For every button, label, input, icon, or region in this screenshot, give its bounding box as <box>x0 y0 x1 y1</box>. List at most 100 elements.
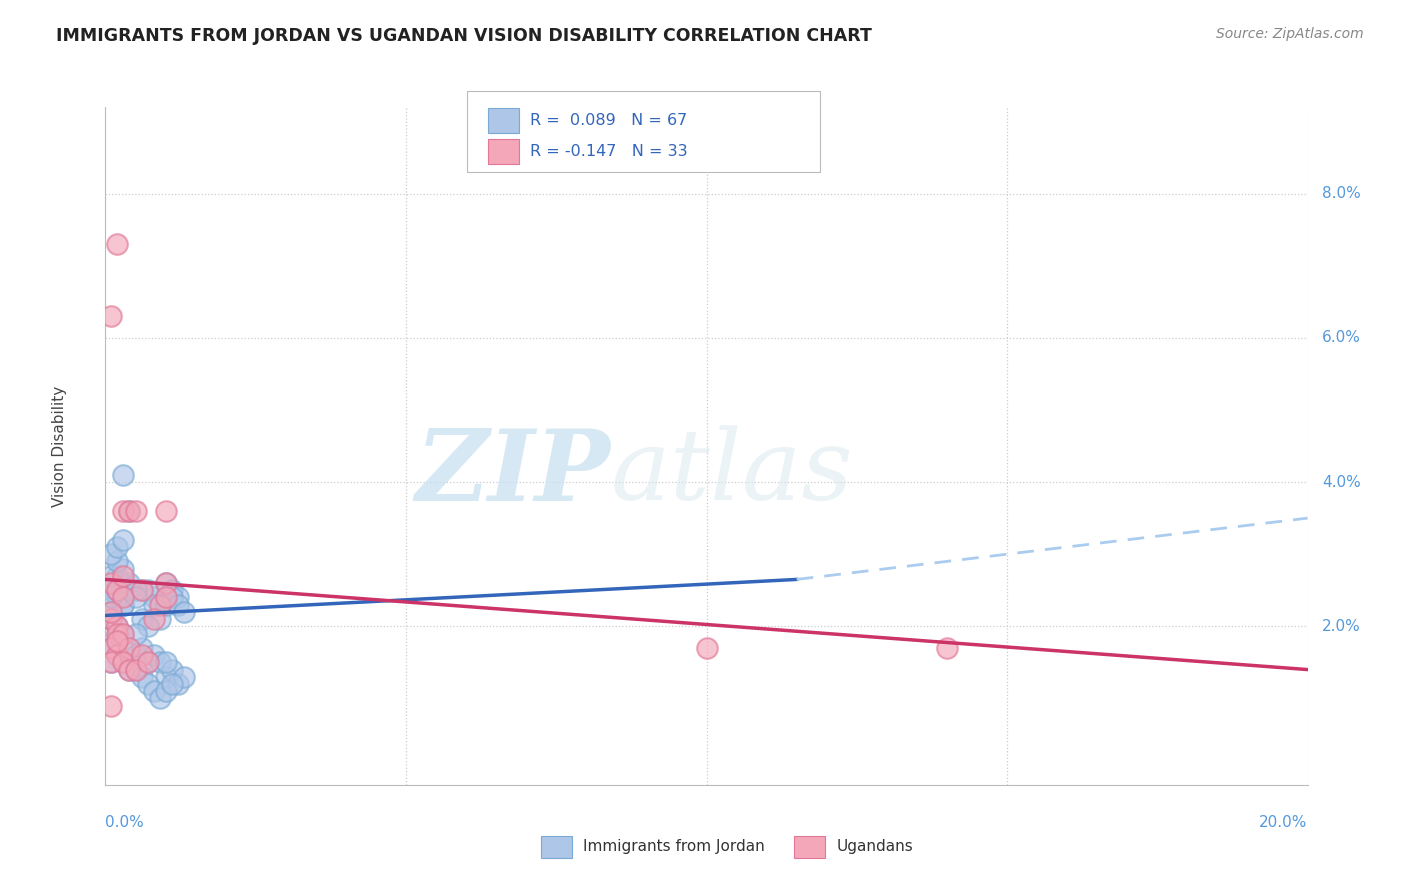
Point <box>118 504 141 518</box>
Point <box>166 598 188 612</box>
Point <box>148 691 170 706</box>
Point <box>107 626 129 640</box>
Point <box>136 656 159 670</box>
Text: Source: ZipAtlas.com: Source: ZipAtlas.com <box>1216 27 1364 41</box>
Point <box>131 612 153 626</box>
Text: atlas: atlas <box>610 425 853 521</box>
Text: 2.0%: 2.0% <box>1322 619 1361 634</box>
Text: Ugandans: Ugandans <box>837 839 914 855</box>
Text: Vision Disability: Vision Disability <box>52 385 67 507</box>
Point <box>112 569 135 583</box>
Point <box>100 656 122 670</box>
Point <box>142 684 165 698</box>
Point <box>100 605 122 619</box>
Point <box>155 576 177 591</box>
Point <box>112 598 135 612</box>
Point <box>100 612 122 626</box>
Point <box>148 656 170 670</box>
Point <box>112 656 135 670</box>
Text: 4.0%: 4.0% <box>1322 475 1361 490</box>
Point <box>107 583 129 598</box>
Point <box>155 684 177 698</box>
Point <box>118 576 141 591</box>
Point <box>136 656 159 670</box>
Point <box>112 576 135 591</box>
Point <box>107 569 129 583</box>
Point <box>100 569 122 583</box>
Point <box>112 533 135 547</box>
Point <box>155 591 177 605</box>
Point <box>100 605 122 619</box>
Point <box>173 605 195 619</box>
Point <box>100 309 122 323</box>
Point <box>131 583 153 598</box>
Point <box>166 677 188 691</box>
Point <box>112 504 135 518</box>
Point <box>100 547 122 561</box>
Point <box>142 648 165 662</box>
Point <box>936 640 959 655</box>
Point <box>155 504 177 518</box>
Point <box>100 583 122 598</box>
Point <box>124 648 146 662</box>
Text: R =  0.089   N = 67: R = 0.089 N = 67 <box>530 113 688 128</box>
Point <box>107 648 129 662</box>
Point <box>160 583 183 598</box>
Point <box>107 237 129 252</box>
Point <box>100 591 122 605</box>
Point <box>173 670 195 684</box>
Point <box>100 698 122 713</box>
Point <box>118 640 141 655</box>
Text: ZIP: ZIP <box>415 425 610 521</box>
Point <box>142 598 165 612</box>
Point <box>124 591 146 605</box>
Point <box>107 583 129 598</box>
Point <box>107 591 129 605</box>
Point <box>131 670 153 684</box>
Point <box>107 540 129 554</box>
Point <box>148 598 170 612</box>
Point <box>160 663 183 677</box>
Point <box>136 583 159 598</box>
Point <box>107 633 129 648</box>
Point <box>112 561 135 575</box>
Point <box>696 640 718 655</box>
Point <box>112 626 135 640</box>
Point <box>142 591 165 605</box>
Point <box>118 663 141 677</box>
Text: IMMIGRANTS FROM JORDAN VS UGANDAN VISION DISABILITY CORRELATION CHART: IMMIGRANTS FROM JORDAN VS UGANDAN VISION… <box>56 27 872 45</box>
Point <box>131 583 153 598</box>
Point <box>112 656 135 670</box>
Point <box>100 612 122 626</box>
Point <box>107 626 129 640</box>
Point <box>118 640 141 655</box>
Point <box>131 648 153 662</box>
Point <box>166 591 188 605</box>
Point <box>118 663 141 677</box>
Point <box>124 626 146 640</box>
Point <box>112 467 135 482</box>
Point <box>136 677 159 691</box>
Point <box>136 619 159 633</box>
Text: R = -0.147   N = 33: R = -0.147 N = 33 <box>530 145 688 159</box>
Text: 0.0%: 0.0% <box>105 815 145 830</box>
Point <box>155 656 177 670</box>
Point <box>112 598 135 612</box>
Point <box>155 670 177 684</box>
Point <box>160 591 183 605</box>
Point <box>100 640 122 655</box>
Point <box>107 648 129 662</box>
Point <box>124 663 146 677</box>
Text: Immigrants from Jordan: Immigrants from Jordan <box>583 839 765 855</box>
Point <box>124 504 146 518</box>
Point <box>107 554 129 568</box>
Point <box>118 583 141 598</box>
Point <box>112 591 135 605</box>
Point <box>160 677 183 691</box>
Point <box>124 663 146 677</box>
Text: 6.0%: 6.0% <box>1322 330 1361 345</box>
Point <box>100 605 122 619</box>
Point <box>107 619 129 633</box>
Point <box>124 583 146 598</box>
Point <box>155 576 177 591</box>
